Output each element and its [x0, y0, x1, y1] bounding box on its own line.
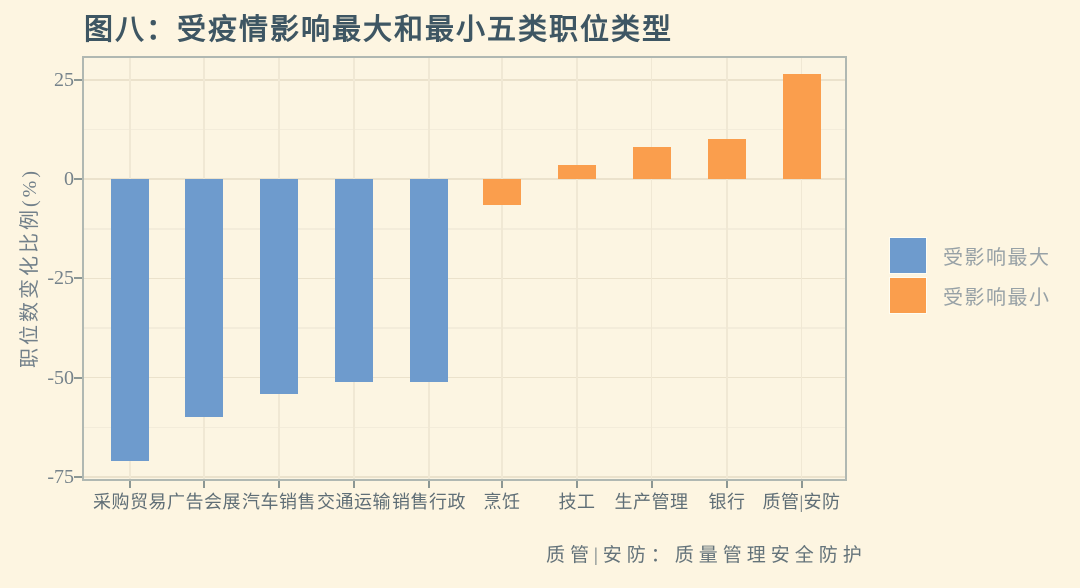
x-tick-label: 采购贸易	[93, 492, 167, 512]
gridline-vertical	[650, 56, 653, 481]
bar	[558, 165, 596, 180]
y-tick-label: 0	[64, 168, 74, 191]
bar	[111, 179, 149, 462]
x-tick-label: 银行	[708, 492, 746, 512]
gridline-minor	[82, 327, 847, 329]
gridline-minor	[82, 426, 847, 429]
bar	[410, 179, 448, 382]
y-tick-mark	[74, 178, 82, 181]
gridline-minor	[82, 228, 847, 230]
x-tick-label: 广告会展	[167, 492, 241, 512]
bar	[335, 179, 373, 382]
legend: 受影响最大 受影响最小	[889, 237, 1051, 314]
x-tick-label: 汽车销售	[242, 492, 316, 512]
x-tick-label: 技工	[558, 492, 596, 512]
y-tick-label: -75	[47, 466, 74, 489]
x-tick-mark	[278, 481, 280, 488]
x-tick-label: 质管|安防	[762, 492, 841, 512]
legend-item: 受影响最大	[889, 237, 1051, 274]
gridline-vertical	[726, 56, 728, 481]
x-tick-label: 烹饪	[483, 492, 521, 512]
x-tick-mark	[129, 481, 131, 488]
x-tick-mark	[203, 481, 205, 488]
bar	[483, 179, 521, 205]
gridline-major	[82, 79, 847, 81]
gridline-major	[82, 476, 847, 478]
gridline-vertical	[800, 56, 803, 481]
x-tick-mark	[800, 481, 803, 488]
bar	[185, 179, 223, 418]
x-tick-mark	[501, 481, 503, 488]
x-tick-label: 交通运输	[317, 492, 391, 512]
footnote: 质管|安防：质量管理安全防护	[546, 545, 867, 566]
x-tick-mark	[650, 481, 653, 488]
plot-area	[82, 56, 847, 481]
gridline-vertical	[576, 56, 578, 481]
legend-label: 受影响最小	[943, 287, 1051, 309]
gridline-major	[82, 376, 847, 379]
legend-swatch	[889, 237, 927, 274]
gridline-vertical	[501, 56, 503, 481]
y-tick-mark	[74, 277, 82, 280]
bar	[708, 139, 746, 180]
y-tick-mark	[74, 78, 82, 81]
x-tick-label: 销售行政	[392, 492, 466, 512]
legend-swatch	[889, 277, 927, 314]
y-tick-label: -25	[47, 267, 74, 290]
bar	[260, 179, 298, 394]
x-tick-mark	[576, 481, 578, 488]
gridline-major	[82, 178, 847, 180]
y-tick-mark	[74, 476, 82, 479]
y-tick-label: -50	[47, 366, 74, 389]
x-tick-mark	[726, 481, 728, 488]
bar	[782, 73, 821, 180]
legend-label: 受影响最大	[943, 247, 1051, 269]
legend-item: 受影响最小	[889, 277, 1051, 314]
y-tick-label: 25	[54, 68, 74, 91]
x-tick-mark	[428, 481, 430, 488]
x-tick-mark	[353, 481, 355, 488]
y-tick-mark	[74, 376, 82, 379]
gridline-minor	[82, 128, 847, 131]
bar	[632, 147, 671, 180]
x-tick-label: 生产管理	[614, 492, 689, 512]
gridline-major	[82, 277, 847, 280]
chart-title: 图八：受疫情影响最大和最小五类职位类型	[84, 14, 674, 46]
